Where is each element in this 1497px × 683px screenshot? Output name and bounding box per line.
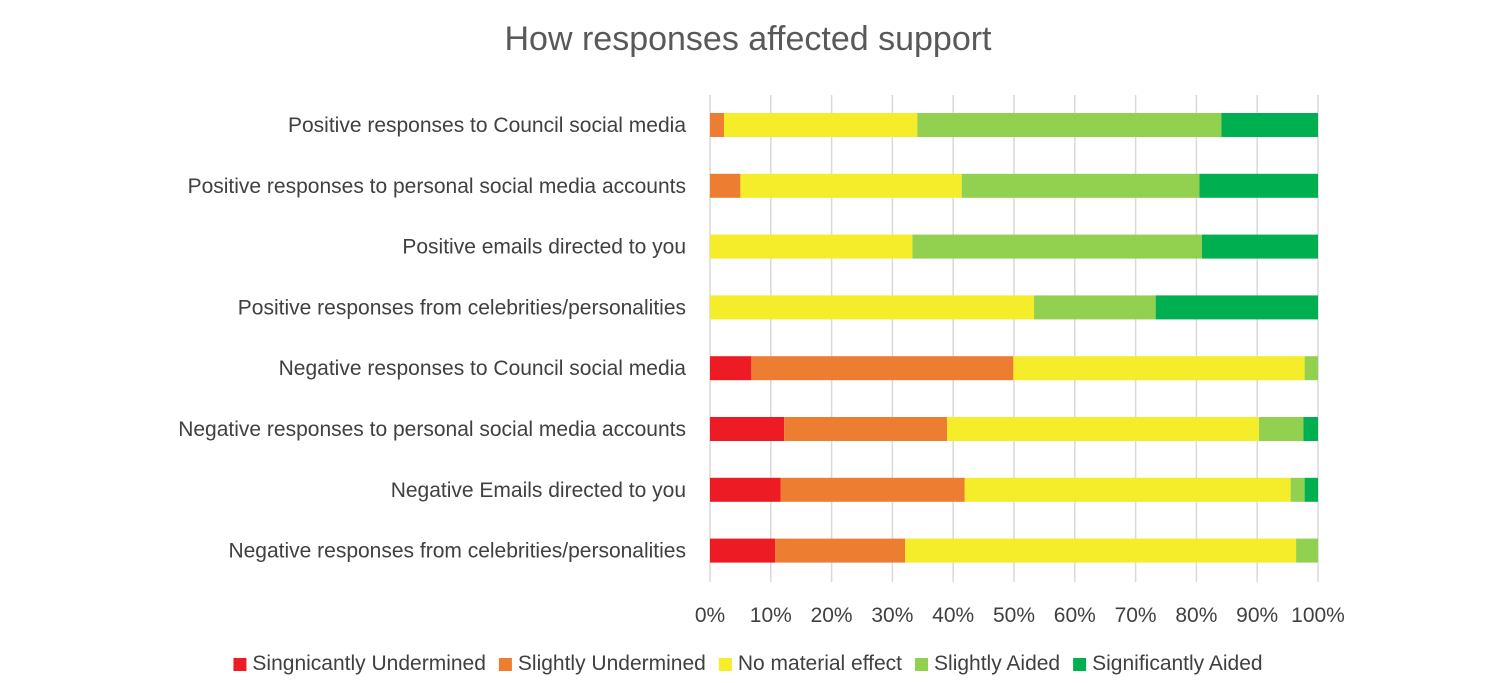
legend-item: Slightly Aided <box>915 652 1060 675</box>
x-tick-label: 90% <box>1236 604 1278 627</box>
bar-segment <box>740 173 962 198</box>
x-tick-label: 30% <box>871 604 913 627</box>
bar-segment <box>917 113 1222 137</box>
bar-segment <box>912 234 1202 259</box>
legend-swatch <box>1073 658 1087 671</box>
bar-segment <box>961 173 1200 198</box>
category-label: Positive emails directed to you <box>402 236 686 259</box>
bar-segment <box>1296 538 1318 563</box>
x-axis-tick-labels: 0% 10% 20% 30% 40% 50% 60% 70% 80% 90% 100% <box>695 604 1345 627</box>
bar-segment <box>905 538 1297 563</box>
bar-segment <box>723 113 918 137</box>
legend-swatch <box>718 658 732 671</box>
category-label: Negative Emails directed to you <box>391 479 686 502</box>
x-tick-label: 0% <box>695 604 725 627</box>
bar-segment <box>1155 295 1318 320</box>
legend-item: Singnicantly Undermined <box>233 652 486 675</box>
bar-segment <box>710 477 781 502</box>
x-tick-label: 10% <box>750 604 792 627</box>
bar-segment <box>710 173 741 198</box>
bar-segment <box>1201 234 1318 259</box>
category-labels: Positive responses to Council social med… <box>178 114 686 563</box>
bar-segment <box>710 234 913 259</box>
bar-segment <box>964 477 1291 502</box>
legend-item: Significantly Aided <box>1073 652 1263 675</box>
category-label: Positive responses from celebrities/pers… <box>238 296 686 319</box>
legend-label: Slightly Undermined <box>518 652 706 675</box>
bar-segment <box>1013 356 1305 381</box>
category-label: Positive responses to Council social med… <box>288 114 686 137</box>
x-tick-label: 100% <box>1291 604 1345 627</box>
bars <box>710 113 1318 563</box>
x-tick-label: 60% <box>1054 604 1096 627</box>
legend-item: No material effect <box>718 652 902 675</box>
bar-segment <box>1303 417 1318 441</box>
bar-segment <box>1221 113 1318 137</box>
bar-segment <box>1304 356 1318 381</box>
x-tick-label: 50% <box>993 604 1035 627</box>
chart-title: How responses affected support <box>505 20 993 58</box>
category-label: Positive responses to personal social me… <box>188 175 686 198</box>
category-label: Negative responses to Council social med… <box>279 357 687 380</box>
x-tick-label: 70% <box>1115 604 1157 627</box>
category-label: Negative responses from celebrities/pers… <box>228 540 686 563</box>
legend-label: Slightly Aided <box>934 652 1060 675</box>
bar-segment <box>710 356 752 381</box>
bar-segment <box>710 417 785 441</box>
bar-segment <box>1304 477 1318 502</box>
category-label: Negative responses to personal social me… <box>178 418 686 441</box>
legend-item: Slightly Undermined <box>498 652 706 675</box>
bar-segment <box>780 477 965 502</box>
legend-swatch <box>915 658 929 671</box>
bar-segment <box>775 538 906 563</box>
legend-label: Singnicantly Undermined <box>252 652 485 675</box>
legend-label: Significantly Aided <box>1092 652 1262 675</box>
x-tick-label: 80% <box>1175 604 1217 627</box>
x-tick-label: 20% <box>811 604 853 627</box>
legend: Singnicantly Undermined Slightly Undermin… <box>233 652 1263 675</box>
legend-label: No material effect <box>738 652 902 675</box>
bar-segment <box>1259 417 1304 441</box>
bar-segment <box>1034 295 1156 320</box>
bar-segment <box>1199 173 1318 198</box>
bar-segment <box>751 356 1014 381</box>
bar-segment <box>947 417 1260 441</box>
legend-swatch <box>233 658 247 671</box>
bar-segment <box>710 295 1035 320</box>
bar-segment <box>710 113 724 137</box>
x-tick-label: 40% <box>932 604 974 627</box>
bar-segment <box>784 417 948 441</box>
gridlines <box>709 95 1319 582</box>
bar-segment <box>710 538 776 563</box>
legend-swatch <box>498 658 512 671</box>
bar-segment <box>1290 477 1305 502</box>
